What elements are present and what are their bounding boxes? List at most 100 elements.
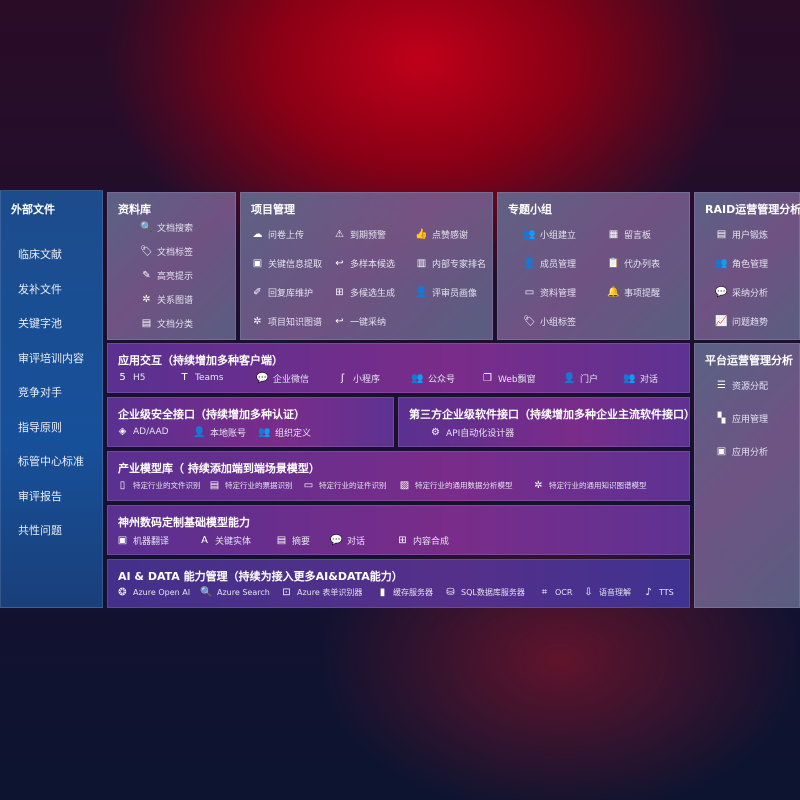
item-label: Azure Open AI <box>133 588 191 597</box>
aidata-item[interactable]: 🔍 Azure Search <box>200 587 270 598</box>
miniprogram-icon: ʃ <box>340 373 345 384</box>
web-window-icon: ❐ <box>483 373 492 384</box>
project-item[interactable]: 👤 评审员画像 <box>415 286 477 299</box>
security-item[interactable]: 👥 组织定义 <box>258 426 311 439</box>
item-label: SQL数据库服务器 <box>461 588 525 597</box>
app-item[interactable]: 👥 对话 <box>623 372 658 385</box>
base-item[interactable]: ⊞ 内容合成 <box>396 534 449 547</box>
industry-item[interactable]: ▭ 特定行业的证件识别 <box>302 480 387 491</box>
library-item[interactable]: ✲ 关系图谱 <box>140 293 193 306</box>
folder-icon: ▭ <box>524 287 535 298</box>
item-label: 文档标签 <box>157 248 194 258</box>
item-label: 特定行业的通用知识图谱模型 <box>549 481 647 490</box>
sidebar-item[interactable]: 竞争对手 <box>18 386 62 399</box>
sidebar-item[interactable]: 标管中心标准 <box>18 455 84 468</box>
sidebar-external-files: 外部文件 临床文献发补文件关键字池审评培训内容 竞争对手指导原则标管中心标准 审评报… <box>0 190 103 608</box>
industry-item[interactable]: ▨ 特定行业的通用数据分析模型 <box>398 480 513 491</box>
library-item[interactable]: 🏷 文档标签 <box>140 245 193 258</box>
speech-icon: ⇩ <box>584 587 593 598</box>
base-item[interactable]: ▣ 机器翻译 <box>116 534 169 547</box>
raid-item[interactable]: 👥 角色管理 <box>715 257 768 270</box>
project-item[interactable]: ✲ 项目知识图谱 <box>251 315 322 328</box>
panel-app-interaction: 应用交互（持续增加多种客户端） 5 H5 T Teams 💬 企业微信 ʃ 小程序 👥 公众号 ❐ We… <box>107 343 690 393</box>
aidata-item[interactable]: ⊡ Azure 表单识别器 <box>280 587 362 598</box>
group-item[interactable]: ▭ 资料管理 <box>523 286 576 299</box>
app-item[interactable]: ❐ Web飘窗 <box>481 372 536 385</box>
group-item[interactable]: 🔔 事项提醒 <box>607 286 660 299</box>
industry-item[interactable]: ▯ 特定行业的文件识别 <box>116 480 201 491</box>
security-item[interactable]: 👤 本地账号 <box>193 426 246 439</box>
project-item[interactable]: ▣ 关键信息提取 <box>251 257 322 270</box>
project-item[interactable]: 👍 点赞感谢 <box>415 228 468 241</box>
security-item[interactable]: ◈ AD/AAD <box>116 426 169 437</box>
project-item[interactable]: ⊞ 多候选生成 <box>333 286 395 299</box>
group-item[interactable]: 🏷 小组标签 <box>523 315 576 328</box>
library-item[interactable]: ✎ 高亮提示 <box>140 269 193 282</box>
base-item[interactable]: A 关键实体 <box>198 534 251 547</box>
item-label: 代办列表 <box>624 260 661 270</box>
app-item[interactable]: ʃ 小程序 <box>336 372 380 385</box>
group-item[interactable]: 👥 小组建立 <box>523 228 576 241</box>
raid-item[interactable]: 📈 问题趋势 <box>715 315 768 328</box>
platform-item[interactable]: ☰ 资源分配 <box>715 379 768 392</box>
sidebar-item[interactable]: 审评培训内容 <box>18 351 84 365</box>
translate-icon: ▣ <box>117 535 128 546</box>
raid-item[interactable]: 💬 采纳分析 <box>715 286 768 299</box>
aidata-item[interactable]: ⌗ OCR <box>538 587 573 598</box>
item-label: 采纳分析 <box>732 289 769 299</box>
panel-third-party: 第三方企业级软件接口（持续增加多种企业主流软件接口） ⚙ API自动化设计器 <box>398 397 695 447</box>
chat-icon: 👥 <box>623 373 636 384</box>
item-label: 成员管理 <box>540 260 577 270</box>
project-item[interactable]: ↩ 一键采纳 <box>333 315 386 328</box>
project-item[interactable]: ↩ 多样本候选 <box>333 257 395 270</box>
item-label: Teams <box>195 372 224 383</box>
sidebar-item[interactable]: 发补文件 <box>18 282 62 296</box>
industry-item[interactable]: ▤ 特定行业的票据识别 <box>208 480 293 491</box>
base-item[interactable]: 💬 对话 <box>330 534 365 547</box>
raid-item[interactable]: ▤ 用户锻炼 <box>715 228 768 241</box>
platform-item[interactable]: ▚ 应用管理 <box>715 412 768 425</box>
app-item[interactable]: 👥 公众号 <box>411 372 455 385</box>
aidata-item[interactable]: ♪ TTS <box>642 587 674 598</box>
ranking-icon: ▥ <box>416 258 427 269</box>
cloud-upload-icon: ☁ <box>252 229 263 240</box>
app-item[interactable]: 💬 企业微信 <box>256 372 309 385</box>
panel-raid: RAID运营管理分析 ▤ 用户锻炼 👥 角色管理 💬 采纳分析 📈 问题趋势 <box>694 192 800 340</box>
panel-title: 企业级安全接口（持续增加多种认证） <box>118 408 305 421</box>
bell-icon: 🔔 <box>607 287 620 298</box>
base-item[interactable]: ▤ 摘要 <box>275 534 310 547</box>
app-item[interactable]: 👤 门户 <box>563 372 598 385</box>
sidebar-item[interactable]: 共性问题 <box>18 524 62 537</box>
panel-title: RAID运营管理分析 <box>705 203 800 216</box>
id-card-icon: ▤ <box>716 229 727 240</box>
aidata-item[interactable]: ❂ Azure Open AI <box>116 587 190 598</box>
project-item[interactable]: ✐ 回复库维护 <box>251 286 313 299</box>
third-item[interactable]: ⚙ API自动化设计器 <box>429 426 514 439</box>
item-label: TTS <box>659 588 674 597</box>
library-item[interactable]: ▤ 文档分类 <box>140 317 193 330</box>
panel-library: 资料库 🔍 文档搜索 🏷 文档标签 ✎ 高亮提示 ✲ 关系图谱 ▤ 文档分类 <box>107 192 236 340</box>
sidebar-item[interactable]: 临床文献 <box>18 248 62 261</box>
project-item[interactable]: ▥ 内部专家排名 <box>415 257 486 270</box>
app-item[interactable]: 5 H5 <box>116 372 145 383</box>
sidebar-item[interactable]: 审评报告 <box>18 489 62 503</box>
sidebar-item[interactable]: 关键字池 <box>18 317 62 330</box>
group-item[interactable]: 📋 代办列表 <box>607 257 660 270</box>
library-item[interactable]: 🔍 文档搜索 <box>140 221 193 234</box>
group-item[interactable]: ▦ 留言板 <box>607 228 651 241</box>
sidebar-item[interactable]: 指导原则 <box>18 420 62 434</box>
project-item[interactable]: ⚠ 到期预警 <box>333 228 386 241</box>
file-icon: ▯ <box>119 480 126 491</box>
reply-icon: ↩ <box>335 316 344 327</box>
platform-item[interactable]: ▣ 应用分析 <box>715 445 768 458</box>
app-item[interactable]: T Teams <box>178 372 223 383</box>
industry-item[interactable]: ✲ 特定行业的通用知识图谱模型 <box>532 480 647 491</box>
graph-icon: ✲ <box>534 480 543 491</box>
aidata-item[interactable]: ⇩ 语音理解 <box>582 587 631 598</box>
project-item[interactable]: ☁ 问卷上传 <box>251 228 305 241</box>
aidata-item[interactable]: ⛁ SQL数据库服务器 <box>444 587 525 598</box>
sidebar-title: 外部文件 <box>11 203 55 216</box>
group-item[interactable]: 👤 成员管理 <box>523 257 576 270</box>
aidata-item[interactable]: ▮ 缓存服务器 <box>376 587 433 598</box>
pen-icon: ✎ <box>142 270 151 281</box>
